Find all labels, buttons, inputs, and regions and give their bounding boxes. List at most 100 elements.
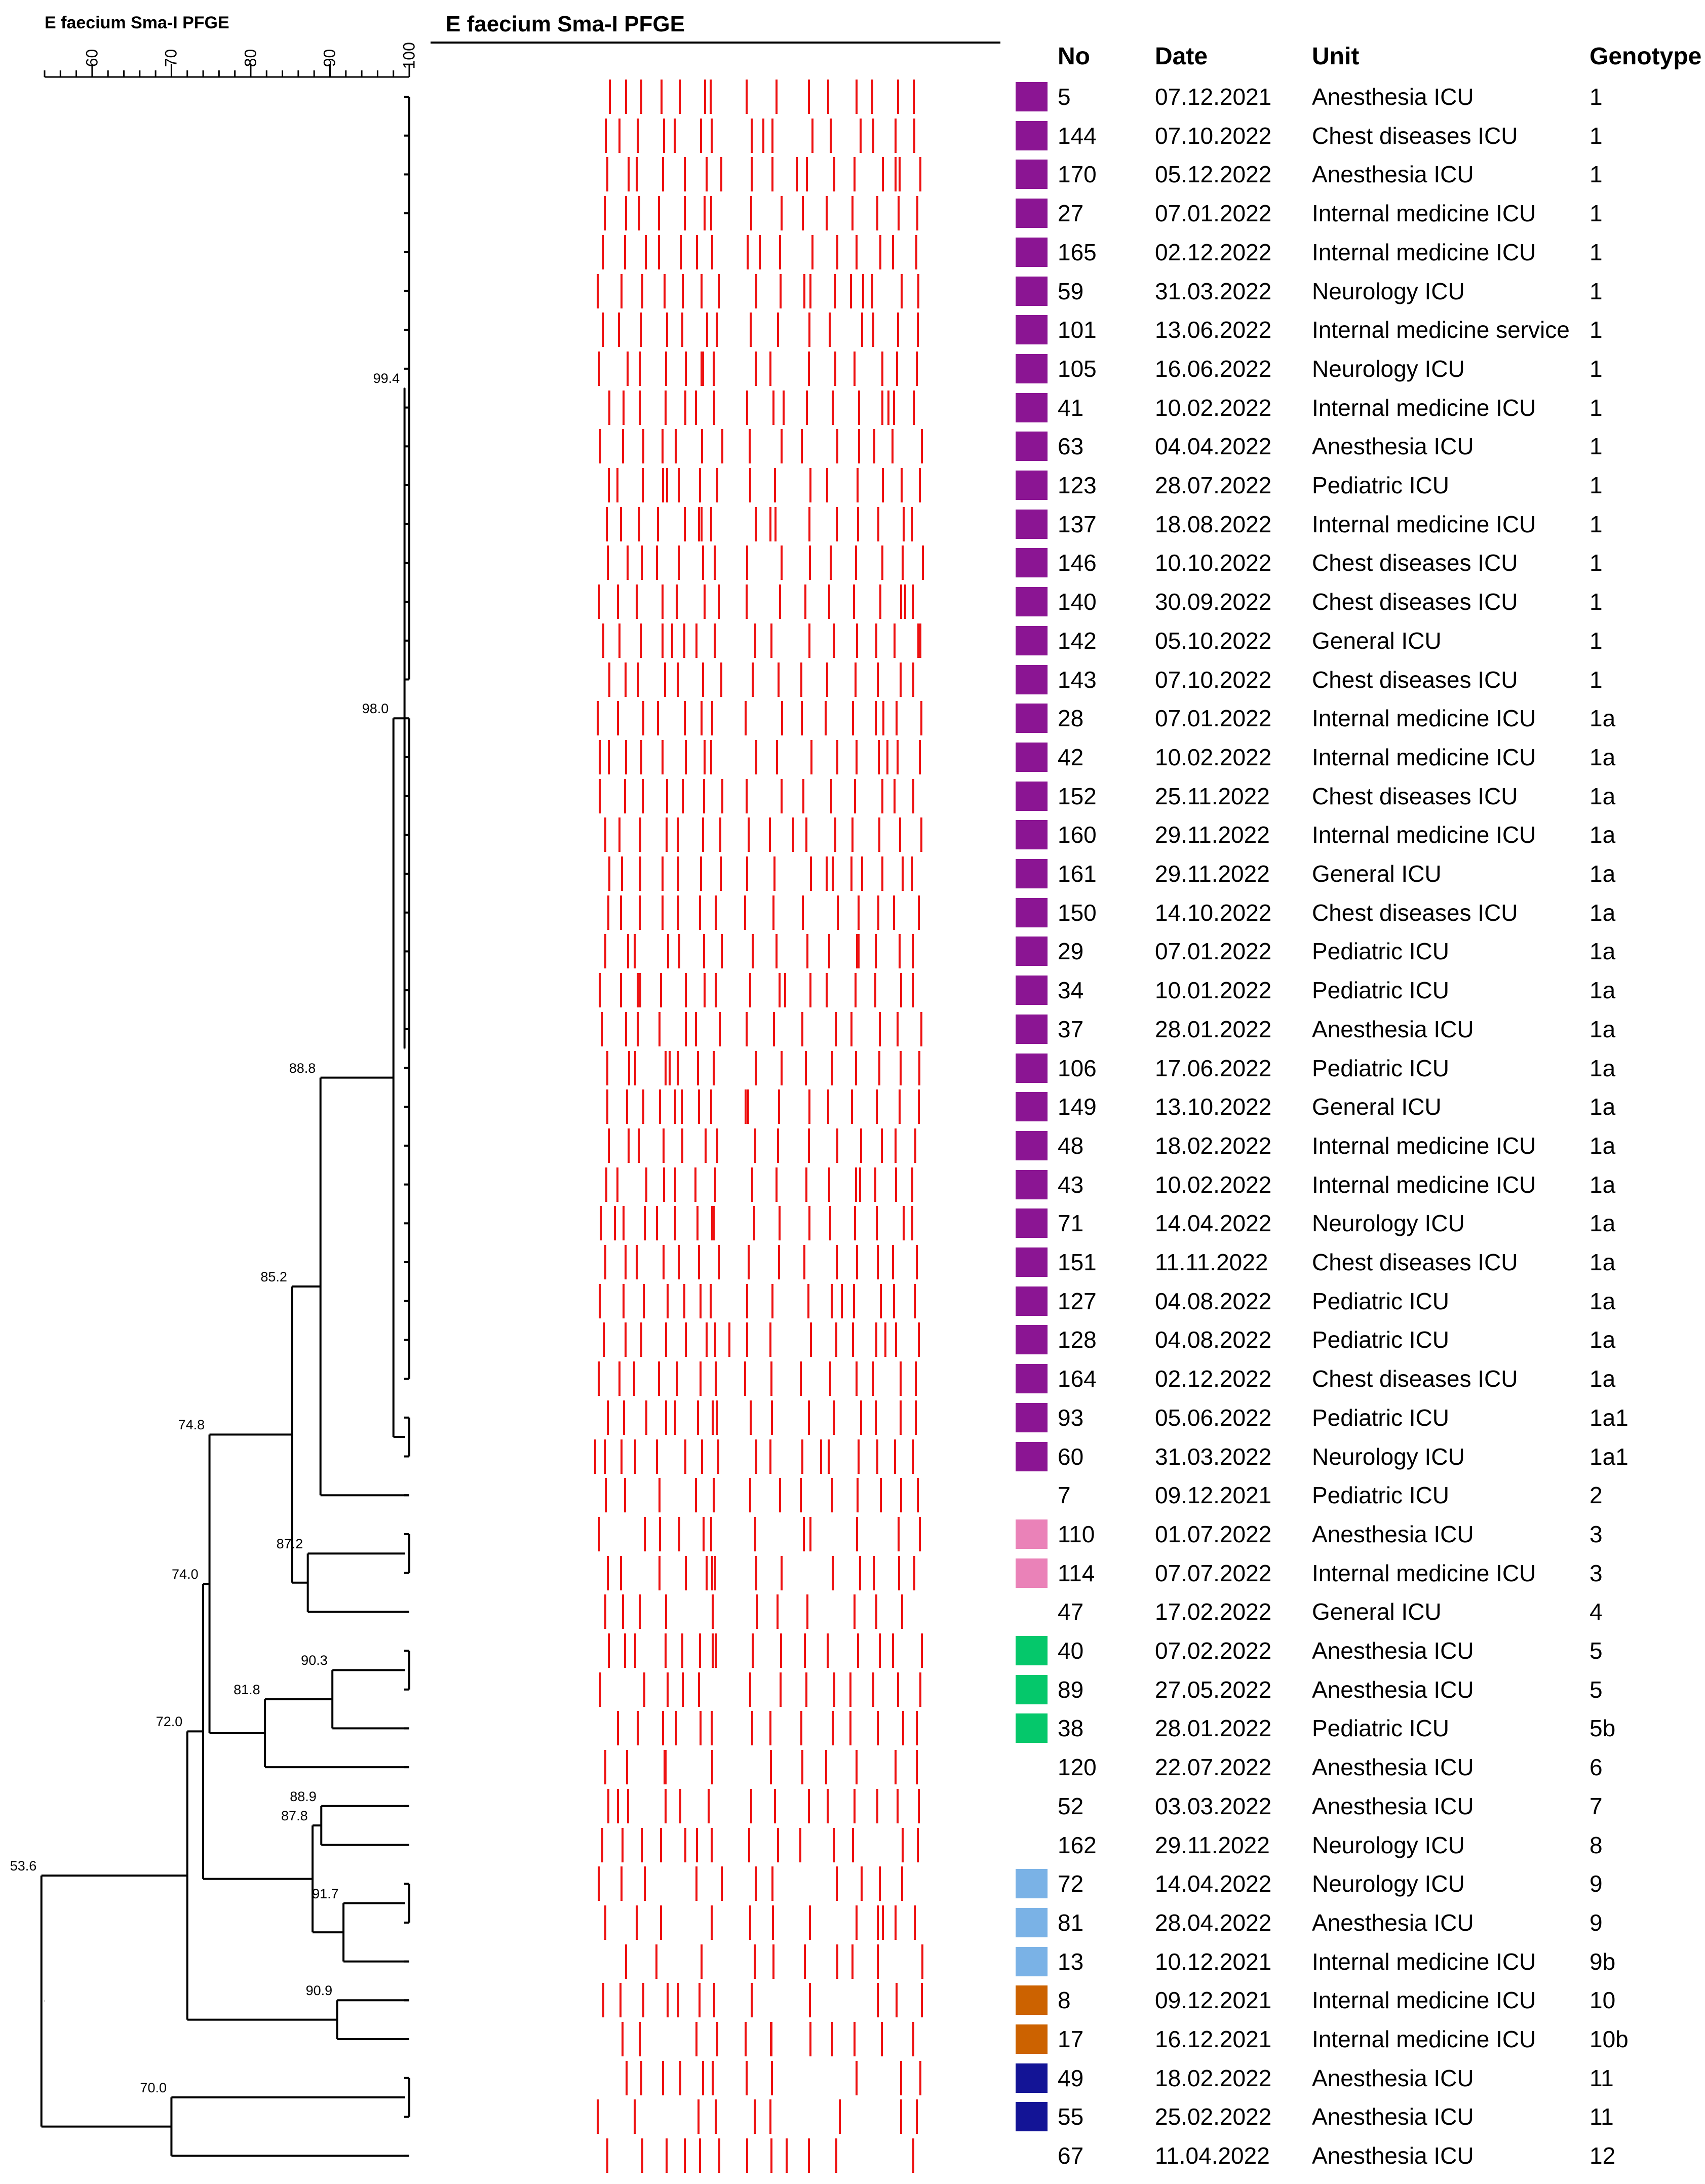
gel-band: [877, 895, 879, 930]
gel-band: [772, 1944, 774, 1979]
gel-band: [856, 623, 859, 658]
isolate-date: 10.12.2021: [1155, 1948, 1272, 1975]
gel-band: [900, 584, 902, 619]
gel-band: [606, 1050, 609, 1085]
gel-band: [713, 623, 716, 658]
gel-band: [696, 1050, 699, 1085]
gel-band: [717, 1439, 719, 1474]
dendrogram-node-label: 88.9: [290, 1788, 317, 1804]
gel-band: [911, 973, 914, 1008]
gel-band: [608, 390, 610, 425]
gel-band: [620, 274, 623, 308]
gel-band: [746, 856, 748, 891]
isolate-unit: Neurology ICU: [1312, 278, 1465, 304]
gel-band: [897, 739, 899, 774]
gel-band: [809, 274, 811, 308]
gel-band: [702, 545, 704, 580]
gel-band: [755, 1555, 758, 1590]
gel-band: [860, 1400, 862, 1435]
isolate-genotype: 1a: [1590, 899, 1616, 926]
isolate-genotype: 1: [1590, 472, 1603, 498]
gel-band: [677, 1983, 680, 2018]
gel-band: [602, 1983, 604, 2018]
gel-band: [860, 1866, 863, 1901]
genotype-color-swatch: [1016, 937, 1048, 966]
gel-band: [881, 856, 883, 891]
isolate-no: 150: [1058, 899, 1097, 926]
isolate-genotype: 1a: [1590, 783, 1616, 809]
gel-band: [826, 662, 829, 697]
gel-band: [805, 1167, 807, 1202]
gel-band: [776, 934, 778, 969]
gel-band: [780, 778, 783, 813]
dendrogram-node-label: 74.8: [178, 1417, 205, 1433]
gel-band: [915, 1400, 917, 1435]
gel-band: [808, 1983, 811, 2018]
gel-band: [856, 1516, 859, 1551]
isolate-date: 04.08.2022: [1155, 1288, 1272, 1314]
isolate-genotype: 1a: [1590, 744, 1616, 770]
gel-band: [714, 1322, 717, 1357]
gel-band: [921, 429, 923, 464]
gel-band: [918, 1788, 920, 1823]
gel-band: [805, 1050, 807, 1085]
gel-band: [878, 739, 880, 774]
gel-band: [780, 1050, 783, 1085]
gel-band: [624, 1322, 627, 1357]
gel-band: [913, 1905, 916, 1940]
gel-band: [775, 80, 778, 114]
gel-band: [618, 623, 621, 658]
gel-band: [624, 1245, 627, 1279]
gel-band: [639, 390, 641, 425]
genotype-color-swatch: [1016, 199, 1048, 228]
column-header-no: No: [1058, 43, 1090, 70]
isolate-date: 13.10.2022: [1155, 1094, 1272, 1120]
gel-band: [622, 390, 625, 425]
gel-band: [700, 1944, 703, 1979]
gel-band: [710, 1516, 712, 1551]
gel-band: [749, 1672, 751, 1707]
isolate-no: 17: [1058, 2026, 1084, 2052]
gel-band: [803, 1633, 806, 1668]
gel-band: [620, 1439, 623, 1474]
gel-band: [749, 468, 751, 502]
isolate-no: 71: [1058, 1210, 1084, 1237]
gel-band: [836, 429, 839, 464]
gel-band: [801, 196, 804, 231]
gel-band: [608, 1128, 610, 1163]
gel-band: [657, 1361, 660, 1396]
gel-band: [684, 157, 686, 192]
gel-band: [700, 856, 702, 891]
isolate-date: 07.10.2022: [1155, 666, 1272, 693]
gel-band: [901, 468, 903, 502]
gel-band: [663, 1167, 666, 1202]
gel-band: [879, 1283, 882, 1318]
gel-band: [683, 623, 685, 658]
gel-band: [699, 1711, 702, 1746]
gel-band: [678, 468, 680, 502]
gel-band: [918, 895, 920, 930]
gel-band: [855, 1361, 858, 1396]
genotype-color-swatch: [1016, 1985, 1048, 2015]
gel-band: [638, 506, 641, 541]
gel-band: [755, 739, 757, 774]
gel-band: [749, 973, 752, 1008]
genotype-color-swatch: [1016, 1907, 1048, 1937]
gel-band: [882, 468, 884, 502]
gel-band: [711, 1711, 713, 1746]
isolate-no: 47: [1058, 1598, 1084, 1625]
gel-band: [636, 118, 639, 153]
dendrogram-node-label: 88.8: [289, 1060, 316, 1076]
gel-band: [810, 856, 812, 891]
gel-band: [874, 1167, 877, 1202]
gel-band: [676, 1361, 679, 1396]
dendrogram-node-label: 74.0: [172, 1567, 199, 1582]
gel-band: [898, 1516, 900, 1551]
isolate-no: 7: [1058, 1482, 1071, 1509]
gel-band: [704, 739, 706, 774]
gel-band: [626, 1750, 628, 1785]
gel-band: [677, 895, 680, 930]
gel-band: [623, 1283, 625, 1318]
gel-band: [769, 2099, 771, 2134]
